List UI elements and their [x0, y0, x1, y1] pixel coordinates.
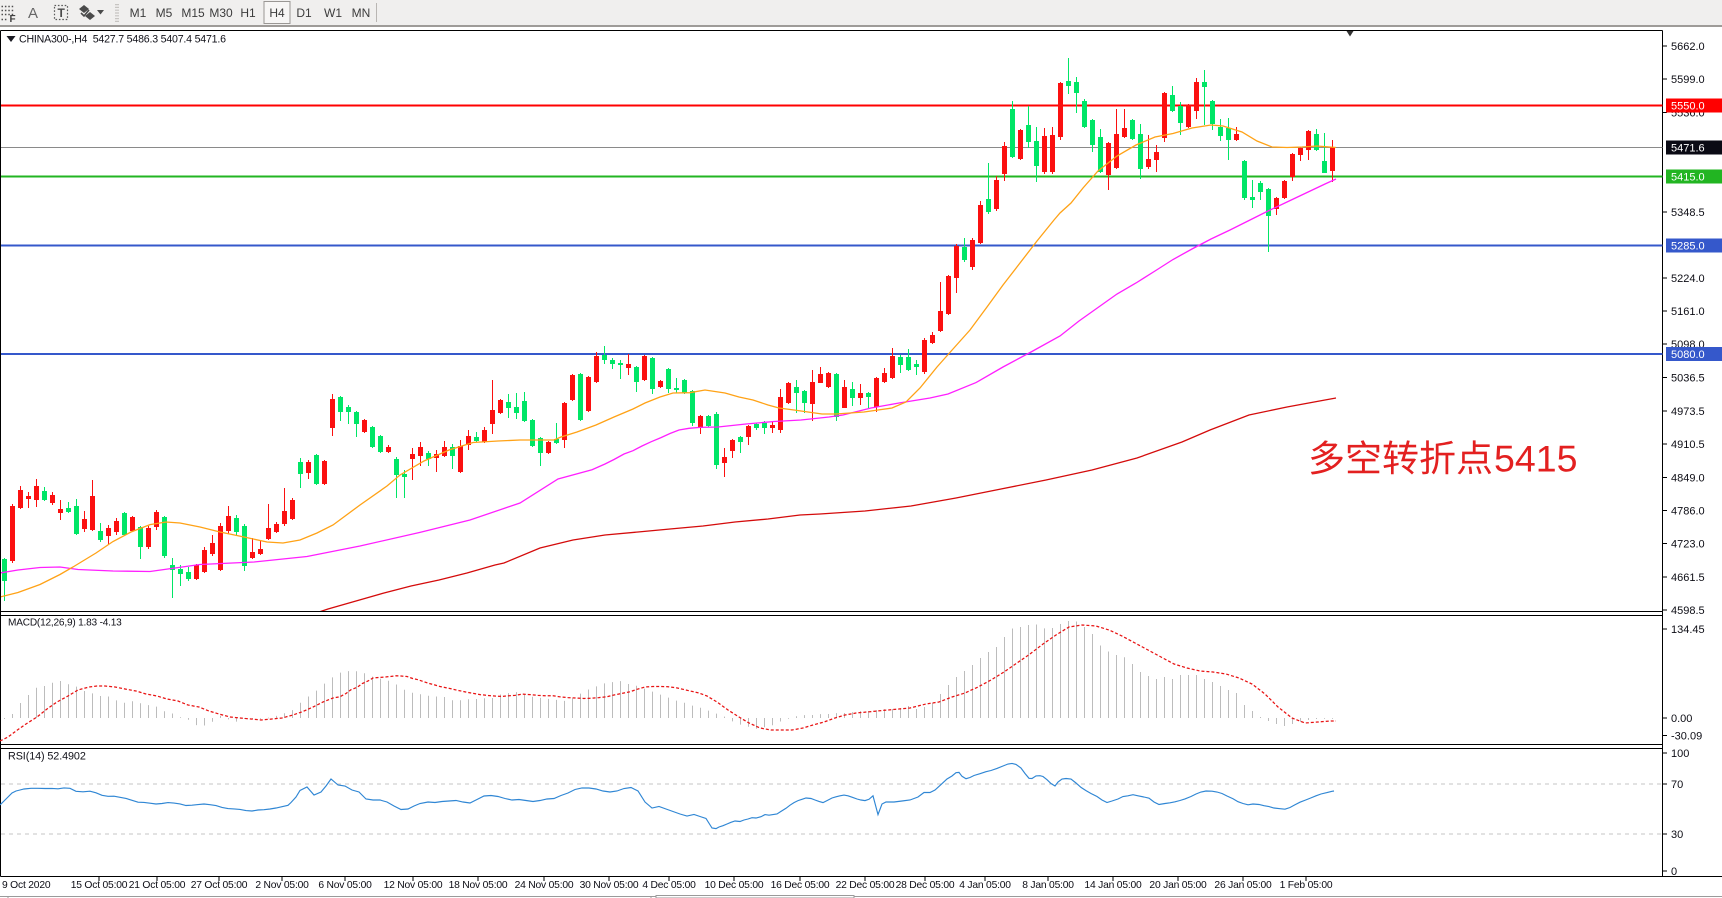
- svg-text:H1: H1: [240, 6, 256, 20]
- svg-text:5415.0: 5415.0: [1671, 172, 1705, 184]
- svg-text:18 Nov 05:00: 18 Nov 05:00: [449, 880, 508, 891]
- svg-text:0.00: 0.00: [1671, 713, 1692, 725]
- svg-text:F: F: [10, 14, 16, 25]
- svg-text:6 Nov 05:00: 6 Nov 05:00: [318, 880, 372, 891]
- svg-text:D1: D1: [296, 6, 312, 20]
- svg-text:4786.0: 4786.0: [1671, 506, 1705, 518]
- svg-text:MACD(12,26,9) 1.83 -4.13: MACD(12,26,9) 1.83 -4.13: [8, 618, 122, 629]
- svg-text:70: 70: [1671, 779, 1683, 791]
- svg-text:14 Jan 05:00: 14 Jan 05:00: [1084, 880, 1142, 891]
- svg-text:26 Jan 05:00: 26 Jan 05:00: [1214, 880, 1272, 891]
- svg-text:4661.5: 4661.5: [1671, 572, 1705, 584]
- svg-text:12 Nov 05:00: 12 Nov 05:00: [384, 880, 443, 891]
- svg-text:4973.5: 4973.5: [1671, 406, 1705, 418]
- svg-text:4598.5: 4598.5: [1671, 605, 1705, 617]
- svg-text:M15: M15: [181, 6, 205, 20]
- svg-text:0: 0: [1671, 866, 1677, 878]
- svg-text:M5: M5: [156, 6, 173, 20]
- svg-text:15 Oct 05:00: 15 Oct 05:00: [71, 880, 128, 891]
- svg-text:5080.0: 5080.0: [1671, 349, 1705, 361]
- svg-text:4910.5: 4910.5: [1671, 439, 1705, 451]
- svg-text:4723.0: 4723.0: [1671, 539, 1705, 551]
- svg-text:22 Dec 05:00: 22 Dec 05:00: [836, 880, 895, 891]
- svg-text:T: T: [58, 6, 66, 20]
- svg-text:5224.0: 5224.0: [1671, 273, 1705, 285]
- svg-text:5662.0: 5662.0: [1671, 41, 1705, 53]
- svg-text:4 Dec 05:00: 4 Dec 05:00: [642, 880, 696, 891]
- svg-text:16 Dec 05:00: 16 Dec 05:00: [771, 880, 830, 891]
- svg-text:100: 100: [1671, 748, 1689, 760]
- svg-text:MN: MN: [352, 6, 371, 20]
- svg-text:27 Oct 05:00: 27 Oct 05:00: [191, 880, 248, 891]
- svg-text:M30: M30: [209, 6, 233, 20]
- svg-text:5415: 5415: [1494, 438, 1577, 480]
- svg-text:1 Feb 05:00: 1 Feb 05:00: [1280, 880, 1333, 891]
- svg-text:5285.0: 5285.0: [1671, 241, 1705, 253]
- svg-text:30: 30: [1671, 829, 1683, 841]
- svg-text:30 Nov 05:00: 30 Nov 05:00: [580, 880, 639, 891]
- svg-text:21 Oct 05:00: 21 Oct 05:00: [129, 880, 186, 891]
- svg-text:5550.0: 5550.0: [1671, 101, 1705, 113]
- svg-text:5348.5: 5348.5: [1671, 207, 1705, 219]
- svg-text:CHINA300-,H4 5427.7 5486.3 54: CHINA300-,H4 5427.7 5486.3 5407.4 5471.6: [19, 34, 226, 46]
- svg-text:RSI(14) 52.4902: RSI(14) 52.4902: [8, 751, 86, 763]
- svg-text:A: A: [28, 5, 38, 22]
- svg-text:134.45: 134.45: [1671, 624, 1705, 636]
- svg-text:M1: M1: [130, 6, 147, 20]
- svg-text:5471.6: 5471.6: [1671, 143, 1705, 155]
- svg-text:5599.0: 5599.0: [1671, 74, 1705, 86]
- svg-text:5036.5: 5036.5: [1671, 373, 1705, 385]
- svg-text:4 Jan 05:00: 4 Jan 05:00: [959, 880, 1011, 891]
- svg-text:-30.09: -30.09: [1671, 731, 1702, 743]
- svg-text:9 Oct 2020: 9 Oct 2020: [2, 880, 51, 891]
- svg-text:H4: H4: [269, 6, 285, 20]
- svg-text:5161.0: 5161.0: [1671, 306, 1705, 318]
- svg-text:2 Nov 05:00: 2 Nov 05:00: [255, 880, 309, 891]
- svg-text:24 Nov 05:00: 24 Nov 05:00: [515, 880, 574, 891]
- svg-text:10 Dec 05:00: 10 Dec 05:00: [705, 880, 764, 891]
- svg-text:8 Jan 05:00: 8 Jan 05:00: [1022, 880, 1074, 891]
- svg-text:20 Jan 05:00: 20 Jan 05:00: [1149, 880, 1207, 891]
- svg-text:28 Dec 05:00: 28 Dec 05:00: [896, 880, 955, 891]
- svg-text:W1: W1: [324, 6, 342, 20]
- svg-text:4849.0: 4849.0: [1671, 473, 1705, 485]
